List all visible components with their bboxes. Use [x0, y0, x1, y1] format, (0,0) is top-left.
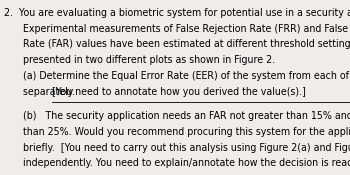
Text: than 25%. Would you recommend procuring this system for the application? Explain: than 25%. Would you recommend procuring …: [23, 127, 350, 137]
Text: independently. You need to explain/annotate how the decision is reached.]: independently. You need to explain/annot…: [23, 158, 350, 168]
Text: Experimental measurements of False Rejection Rate (FRR) and False Acceptance: Experimental measurements of False Rejec…: [23, 24, 350, 34]
Text: presented in two different plots as shown in Figure 2.: presented in two different plots as show…: [23, 55, 275, 65]
Text: (b)   The security application needs an FAR not greater than 15% and an FRR less: (b) The security application needs an FA…: [23, 111, 350, 121]
Text: (a) Determine the Equal Error Rate (EER) of the system from each of the plots: (a) Determine the Equal Error Rate (EER)…: [23, 71, 350, 81]
Text: 2.  You are evaluating a biometric system for potential use in a security applic: 2. You are evaluating a biometric system…: [4, 8, 350, 18]
Text: separately.: separately.: [23, 87, 78, 97]
Text: [You need to annotate how you derived the value(s).]: [You need to annotate how you derived th…: [52, 87, 306, 97]
Text: briefly.  [You need to carry out this analysis using Figure 2(a) and Figure 2(b): briefly. [You need to carry out this ana…: [23, 143, 350, 153]
Text: Rate (FAR) values have been estimated at different threshold settings and are: Rate (FAR) values have been estimated at…: [23, 39, 350, 49]
